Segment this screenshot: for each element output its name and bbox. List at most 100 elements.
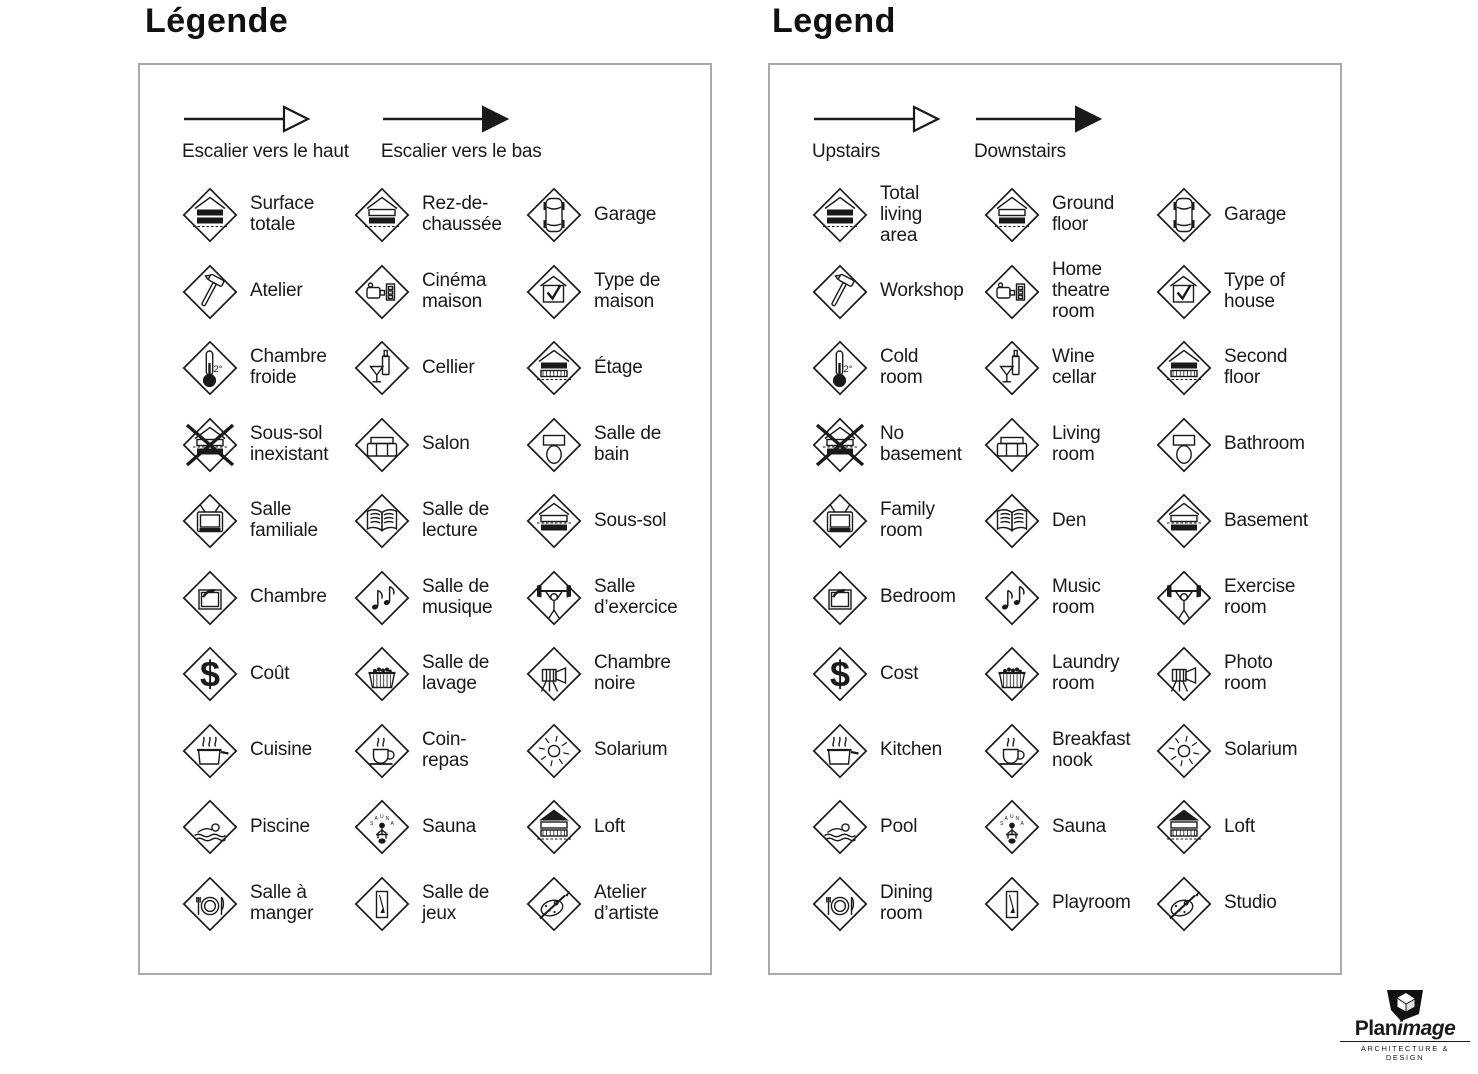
legend-item-label: Den [1052,509,1087,531]
legend-item-label: Bathroom [1224,433,1305,455]
hammer-icon [182,264,238,320]
laundry-icon [984,646,1040,702]
window-icon [812,570,868,626]
arrow-filled-icon [381,101,542,137]
playroom-icon [984,876,1040,932]
stairs-down-label: Downstairs [974,141,1066,162]
svg-text:S: S [1000,821,1004,827]
legend-item-label: Atelier [250,280,303,302]
legend-item-label: Surface totale [250,193,315,236]
stairs-arrows: Upstairs Downstairs [812,101,1340,175]
legend-item-label: Piscine [250,815,310,837]
legend-item-label: Salon [422,433,470,455]
exercise-icon [1156,570,1212,626]
exercise-icon [526,570,582,626]
legend-item-label: Cost [880,662,919,684]
stairs-down-entry: Downstairs [974,101,1104,163]
sofa-icon [984,417,1040,473]
legend-item-label: Cuisine [250,739,312,761]
music-icon [984,570,1040,626]
planimage-logo: Planimage ARCHITECTURE & DESIGN [1340,988,1470,1064]
svg-text:2°: 2° [214,364,223,375]
legend-item-label: Playroom [1052,892,1131,914]
toilet-icon [526,417,582,473]
legend-item-label: Salle de jeux [422,881,490,924]
legend-item-label: Ground floor [1052,193,1115,236]
sun-icon [526,723,582,779]
stairs-up-label: Upstairs [812,141,881,162]
book-icon [984,493,1040,549]
legend-item-label: Chambre noire [594,652,671,695]
stairs-up-entry: Upstairs [812,101,942,163]
svg-text:A: A [375,816,379,822]
dining-icon [182,876,238,932]
stairs-up-label: Escalier vers le haut [182,141,349,162]
house-loft-icon [526,799,582,855]
arrow-open-icon [182,101,349,137]
legend-item-label: Breakfast nook [1052,728,1131,771]
wine-icon [354,340,410,396]
legend-item-label: Cinéma maison [422,269,487,312]
legend-item-label: Photo room [1224,652,1273,695]
legend-item-label: Rez-de- chaussée [422,193,502,236]
legend-item-label: Sauna [422,815,476,837]
svg-text:U: U [1010,814,1014,820]
svg-text:A: A [1005,816,1009,822]
legend-item-label: No basement [880,422,962,465]
legend-item-label: Chambre froide [250,346,327,389]
legend-item-label: Home theatre room [1052,259,1110,323]
stairs-up-entry: Escalier vers le haut [182,101,349,163]
dining-icon [812,876,868,932]
legend-item-label: Exercise room [1224,575,1296,618]
garage-icon [1156,187,1212,243]
tv-icon [182,493,238,549]
sofa-icon [354,417,410,473]
legend-item-label: Chambre [250,586,327,608]
hammer-icon [812,264,868,320]
camera-icon [1156,646,1212,702]
no-basement-icon [812,417,868,473]
legend-item-label: Salle à manger [250,881,314,924]
house-total-icon [812,187,868,243]
stairs-down-label: Escalier vers le bas [380,141,542,162]
house-second-icon [526,340,582,396]
svg-text:S: S [370,821,374,827]
legend-item-label: Solarium [1224,739,1298,761]
legend-item-label: Studio [1224,892,1277,914]
arrow-open-icon [812,101,942,137]
music-icon [354,570,410,626]
palette-icon [526,876,582,932]
legend-item-label: Type de maison [594,269,661,312]
legend-panel-french: Escalier vers le haut Escalier vers le b… [138,63,712,975]
legend-panel-english: Upstairs Downstairs Total living area Gro… [768,63,1342,975]
legend-items-grid: Total living area Ground floor Garage Works… [770,177,1336,942]
book-icon [354,493,410,549]
legend-item-label: Second floor [1224,346,1288,389]
toilet-icon [1156,417,1212,473]
legend-items-grid: Surface totale Rez-de- chaussée Garage Atel… [140,177,706,942]
legend-item-label: Sous-sol [594,509,667,531]
legend-item-label: Salle de lavage [422,652,490,695]
legend-item-label: Cellier [422,356,475,378]
svg-text:$: $ [200,654,220,695]
legend-item-label: Coût [250,662,290,684]
dollar-icon: $ [812,646,868,702]
thermometer-icon: 2° [182,340,238,396]
legend-item-label: Laundry room [1052,652,1120,695]
svg-text:U: U [380,814,384,820]
no-basement-icon [182,417,238,473]
legend-item-label: Étage [594,356,643,378]
tv-icon [812,493,868,549]
swimmer-icon [812,799,868,855]
legend-item-label: Type of house [1224,269,1285,312]
svg-text:A: A [1021,821,1025,827]
window-icon [182,570,238,626]
house-total-icon [182,187,238,243]
house-ground-icon [354,187,410,243]
legend-item-label: Pool [880,815,918,837]
legend-item-label: Salle familiale [250,499,318,542]
arrow-filled-icon [974,101,1104,137]
legend-item-label: Family room [880,499,935,542]
legend-item-label: Basement [1224,509,1308,531]
